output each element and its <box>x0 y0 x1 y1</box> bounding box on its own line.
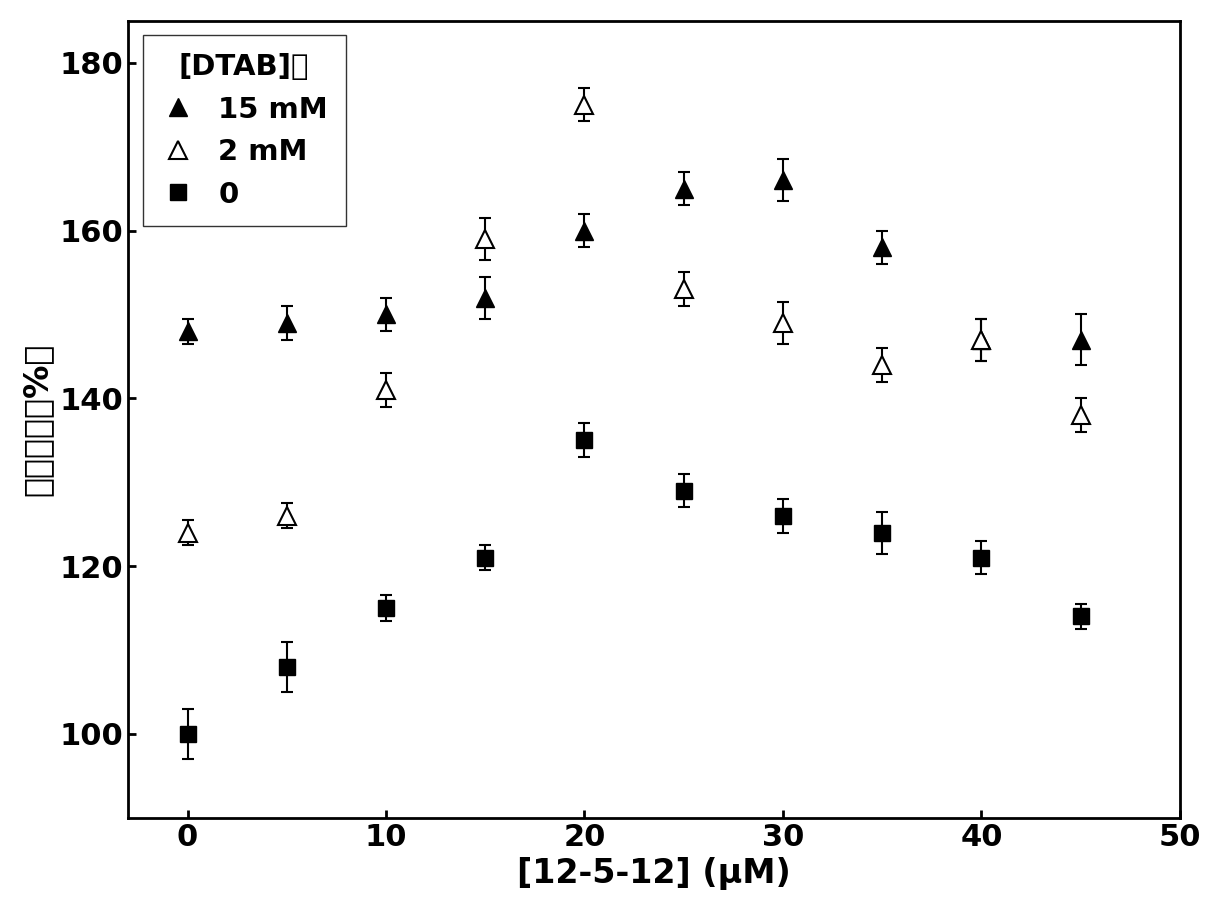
Y-axis label: 相对活性（%）: 相对活性（%） <box>21 343 54 496</box>
X-axis label: [12-5-12] (μM): [12-5-12] (μM) <box>517 857 791 890</box>
Legend: 15 mM, 2 mM, 0: 15 mM, 2 mM, 0 <box>143 36 346 226</box>
